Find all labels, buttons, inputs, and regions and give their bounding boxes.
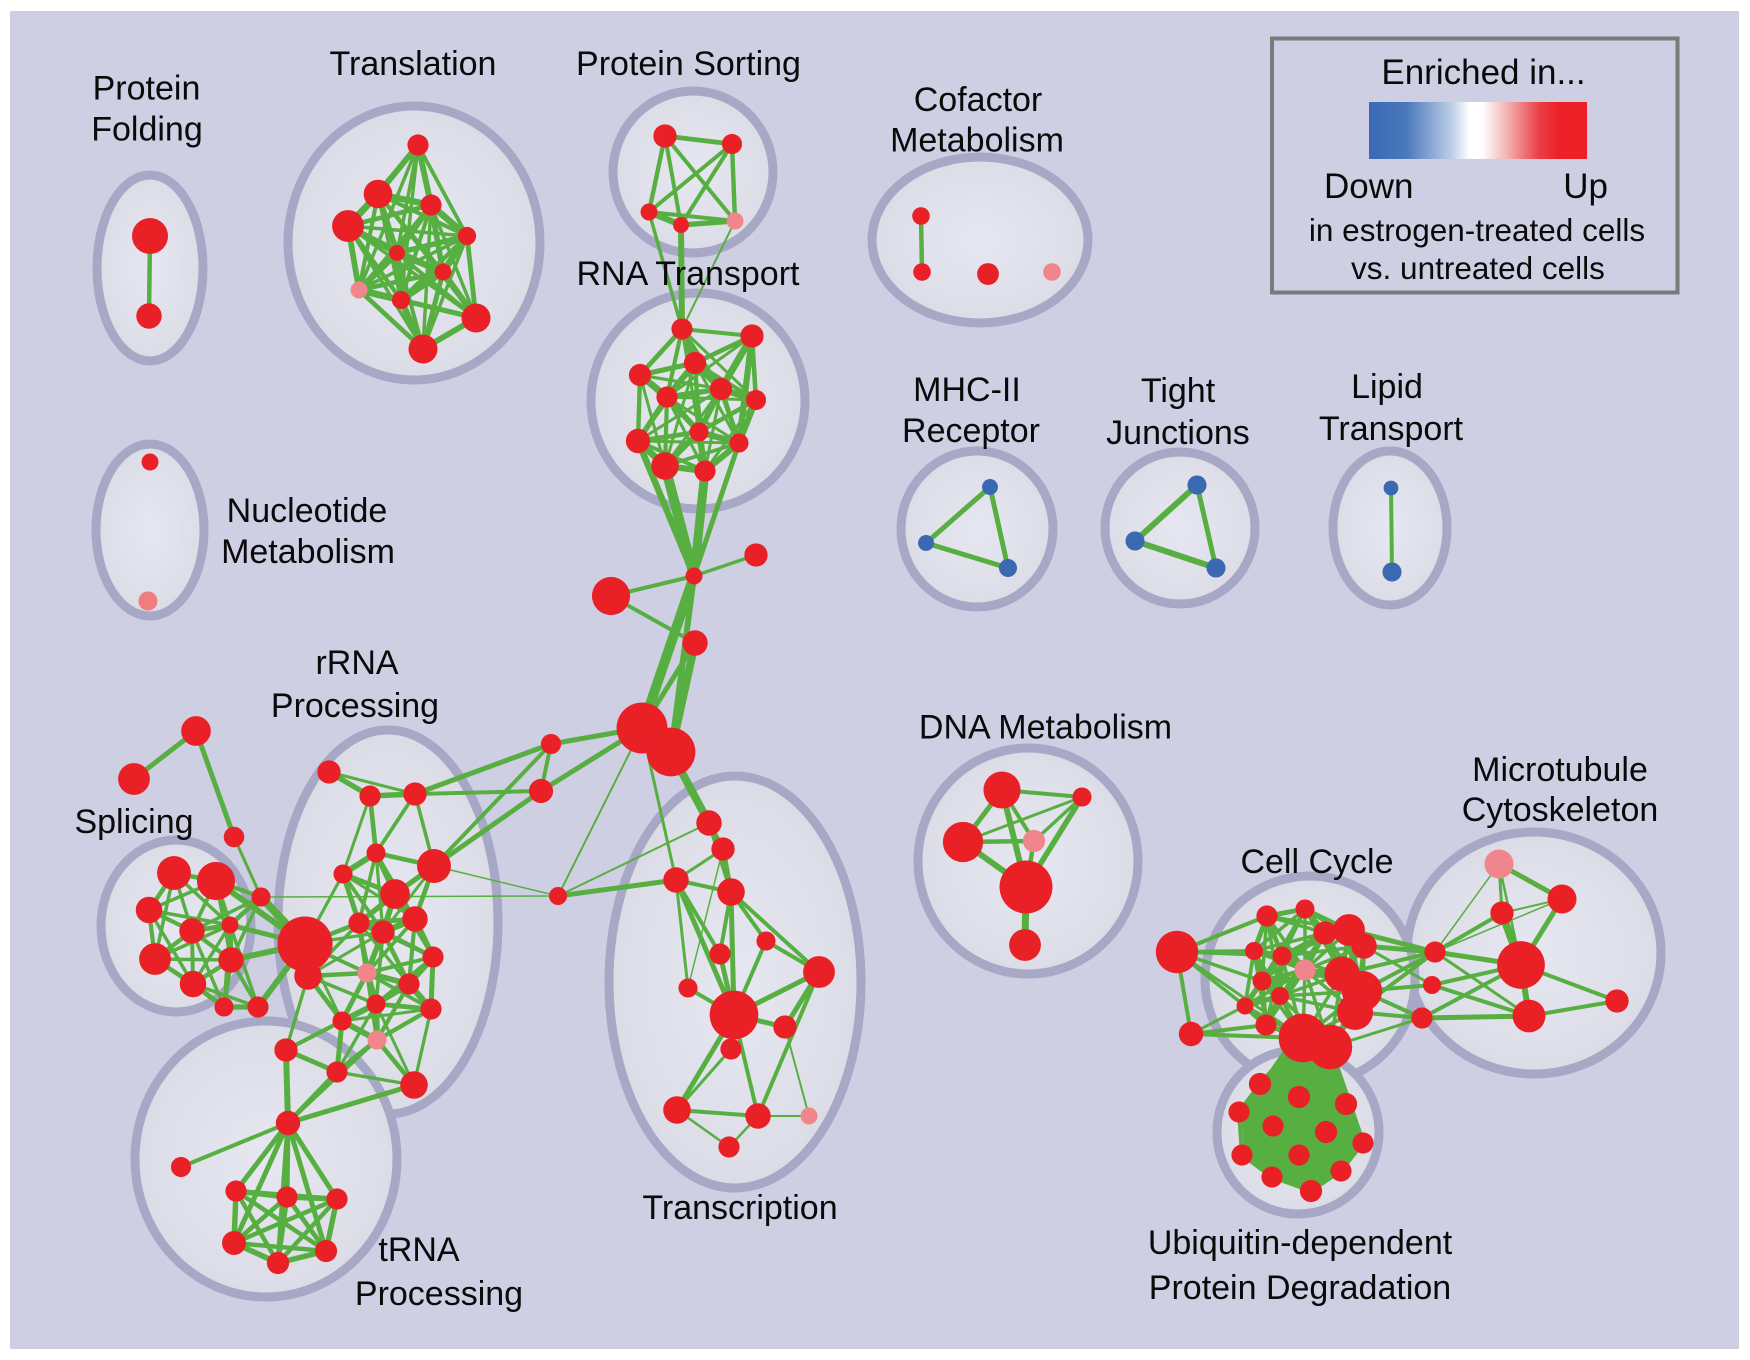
svg-text:Junctions: Junctions [1106,414,1250,452]
svg-text:Transcription: Transcription [642,1189,837,1227]
svg-text:Processing: Processing [271,687,439,725]
svg-text:Lipid: Lipid [1351,368,1423,406]
svg-text:MHC-II: MHC-II [913,371,1021,409]
svg-text:Ubiquitin-dependent: Ubiquitin-dependent [1148,1224,1453,1262]
svg-text:Microtubule: Microtubule [1472,751,1648,789]
svg-text:Protein Degradation: Protein Degradation [1149,1269,1451,1307]
svg-text:rRNA: rRNA [315,644,398,682]
svg-text:RNA Transport: RNA Transport [577,255,801,293]
svg-text:Down: Down [1324,167,1413,206]
svg-text:in estrogen-treated cells: in estrogen-treated cells [1309,212,1645,248]
svg-text:Tight: Tight [1141,372,1216,410]
svg-text:Up: Up [1563,167,1608,206]
svg-text:Receptor: Receptor [902,412,1040,450]
svg-text:Folding: Folding [91,111,203,149]
svg-text:Processing: Processing [355,1275,523,1313]
svg-text:Cell Cycle: Cell Cycle [1240,843,1393,881]
svg-text:vs. untreated cells: vs. untreated cells [1351,250,1605,286]
svg-text:Translation: Translation [330,45,497,83]
svg-text:Metabolism: Metabolism [221,533,395,571]
svg-text:Enriched in...: Enriched in... [1381,53,1585,92]
svg-text:Splicing: Splicing [74,803,193,841]
svg-text:tRNA: tRNA [378,1231,460,1269]
svg-text:Cofactor: Cofactor [914,81,1043,119]
svg-text:Metabolism: Metabolism [890,122,1064,160]
svg-text:Cytoskeleton: Cytoskeleton [1462,791,1659,829]
svg-text:Protein Sorting: Protein Sorting [576,45,801,83]
svg-text:Nucleotide: Nucleotide [227,492,388,530]
svg-text:Transport: Transport [1319,410,1464,448]
svg-text:Protein: Protein [93,70,201,108]
svg-text:DNA Metabolism: DNA Metabolism [919,709,1172,747]
